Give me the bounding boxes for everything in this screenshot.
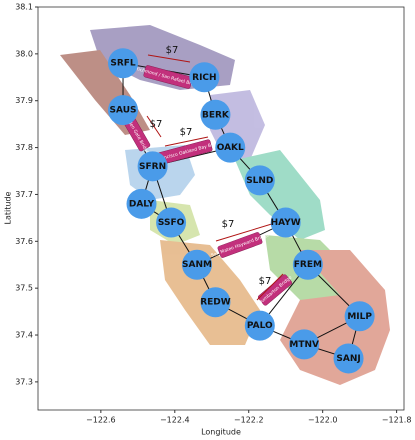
node-label: OAKL <box>217 143 244 153</box>
y-tick-label: 37.5 <box>15 284 33 293</box>
node <box>289 329 320 360</box>
toll-arrow <box>256 273 284 301</box>
x-tick-label: −122.4 <box>160 416 190 425</box>
node <box>215 132 246 163</box>
node <box>108 48 139 79</box>
node-label: SRFL <box>110 59 136 69</box>
node <box>108 95 139 126</box>
node-label: BERK <box>202 110 230 120</box>
node <box>126 188 157 219</box>
node-label: SAUS <box>110 106 137 116</box>
x-tick-label: −121.8 <box>382 416 412 425</box>
node-label: MILP <box>347 312 372 322</box>
node-label: HAYW <box>271 218 301 228</box>
node <box>244 310 275 341</box>
y-axis-label: Latitude <box>4 191 13 224</box>
node <box>137 151 168 182</box>
node-label: SANM <box>182 260 212 270</box>
node-label: DALY <box>129 199 155 209</box>
node-label: RICH <box>192 73 216 83</box>
bridge-box <box>217 232 263 258</box>
y-tick-label: 37.9 <box>15 96 33 105</box>
node <box>333 343 364 374</box>
node-label: SLND <box>246 176 273 186</box>
regions <box>60 25 390 385</box>
node <box>270 207 301 238</box>
y-tick-label: 37.4 <box>15 331 33 340</box>
node <box>200 287 231 318</box>
node <box>156 207 187 238</box>
node <box>181 249 212 280</box>
node <box>344 301 375 332</box>
node-label: MTNV <box>289 340 319 350</box>
x-tick-label: −122.6 <box>86 416 116 425</box>
node-label: SANJ <box>336 354 360 364</box>
toll-arrow <box>164 136 209 147</box>
x-tick-label: −122.0 <box>308 416 338 425</box>
node-label: FREM <box>294 260 322 270</box>
y-tick-label: 38.1 <box>15 3 33 12</box>
toll-label: $7 <box>259 276 272 287</box>
node <box>292 249 323 280</box>
y-tick-label: 37.7 <box>15 190 33 199</box>
x-axis-label: Longitude <box>201 428 241 437</box>
toll-label: $7 <box>180 127 193 138</box>
bridge-label: San Mateo Hayward Bridge <box>210 232 270 259</box>
toll-label: $7 <box>150 119 163 130</box>
node-label: SFRN <box>139 162 166 172</box>
y-tick-label: 37.3 <box>15 377 33 386</box>
plot-frame <box>37 6 405 411</box>
x-tick-label: −122.2 <box>234 416 264 425</box>
y-tick-label: 38.0 <box>15 49 33 58</box>
node <box>244 165 275 196</box>
y-tick-label: 37.8 <box>15 143 33 152</box>
y-tick-label: 37.6 <box>15 237 33 246</box>
toll-arrow <box>147 54 191 63</box>
node-label: PALO <box>247 321 273 331</box>
toll-arrow <box>146 115 162 138</box>
node <box>200 99 231 130</box>
node-label: SSFO <box>158 218 185 228</box>
node-label: REDW <box>200 298 231 308</box>
toll-label: $7 <box>222 219 235 230</box>
toll-arrow <box>215 222 276 242</box>
node <box>189 62 220 93</box>
toll-label: $7 <box>166 45 179 56</box>
